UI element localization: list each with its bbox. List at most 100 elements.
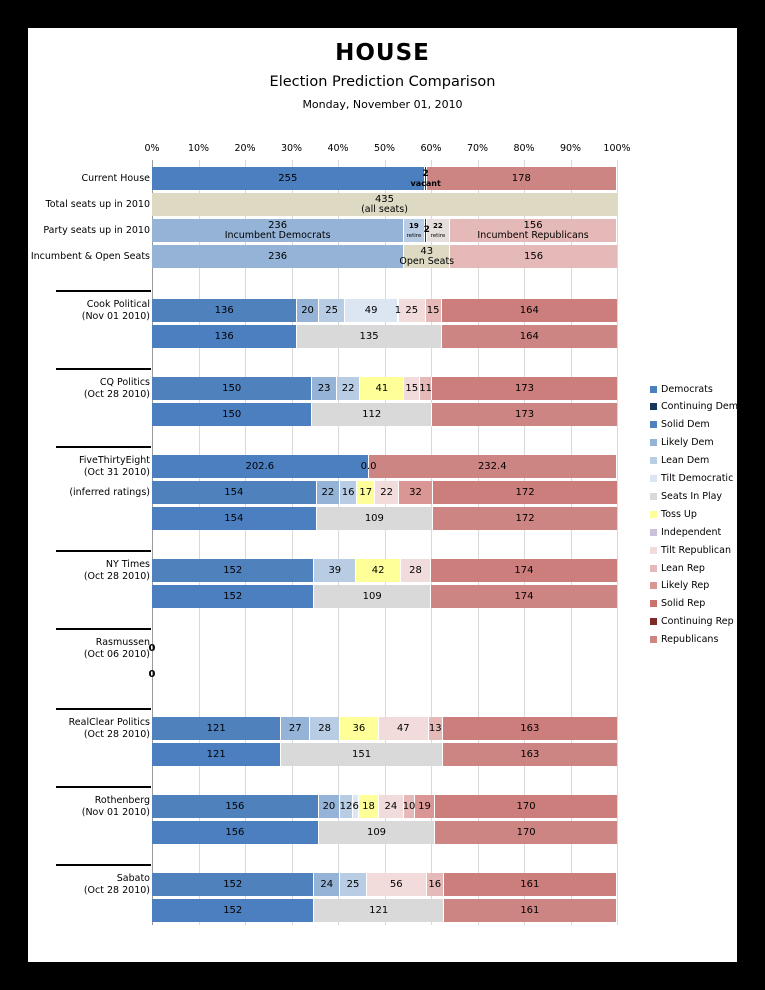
segment-label: 22 [321, 486, 335, 498]
segment-label: 24 [320, 878, 334, 890]
bar-segment: 170 [435, 821, 617, 844]
segment-label: 151 [352, 748, 372, 760]
bar-segment: 173 [432, 403, 617, 426]
segment-label: 150 [222, 408, 242, 420]
segment-label: 164 [519, 330, 539, 342]
bar-row: 202.6 232.4 0.0 [152, 455, 618, 478]
segment-label: 152 [223, 878, 243, 890]
legend-label: Solid Rep [661, 598, 706, 610]
segment-label: 121 [206, 748, 226, 760]
rep-swatch [650, 636, 657, 644]
bar-segment: 174 [430, 559, 617, 582]
bar-row: 152 39 42 28 174 [152, 559, 618, 582]
bar-segment: 150 [152, 403, 313, 426]
chart-canvas: HOUSE Election Prediction Comparison Mon… [28, 28, 737, 962]
row-label: FiveThirtyEight (Oct 31 2010) [78, 455, 150, 478]
row-label: Incumbent & Open Seats [30, 250, 150, 262]
bar-segment: 27 [281, 717, 311, 740]
bar-segment: 28 [401, 559, 431, 582]
segment-label: 152 [223, 904, 243, 916]
segment-label: 163 [520, 722, 540, 734]
segment-label: 173 [514, 408, 535, 420]
bar-segment: 25 [340, 873, 367, 896]
legend-label: Tilt Democratic [661, 473, 734, 484]
bar-row: 156 20 12 6 18 24 10 19 170 [152, 795, 618, 818]
segment-label: 232.4 [477, 460, 507, 472]
bar-segment: 56 [366, 873, 427, 896]
gridline [384, 160, 386, 925]
segment-label: 6 [352, 800, 359, 812]
segment-label: 43 Open Seats [399, 245, 455, 267]
legend-label: Republicans [661, 634, 719, 646]
bar-row: 150 112 173 [152, 403, 618, 426]
bar-segment: 20 [297, 299, 319, 322]
bar-segment: 49 [345, 299, 398, 322]
axis-tick-label: 90% [559, 143, 582, 154]
segment-label: 16 [428, 878, 442, 890]
bar-segment: 47 [378, 717, 429, 740]
axis-tick-label: 60% [420, 143, 442, 154]
bar-row: 0 [148, 663, 618, 686]
floating-label: 2 vacant [410, 168, 441, 188]
segment-label: 121 [369, 904, 389, 916]
segment-label: 1 [394, 304, 402, 316]
bar-segment: 109 [314, 585, 431, 608]
bar-segment: 121 [152, 717, 282, 740]
axis-tick-label: 10% [187, 143, 210, 154]
lean_dem-swatch [650, 457, 657, 465]
segment-label: 36 [352, 722, 366, 734]
bar-segment: 10 [403, 795, 415, 818]
legend-item: Tilt Democratic [650, 472, 733, 486]
segment-label: 174 [514, 564, 534, 576]
bar-segment: 164 [441, 325, 617, 348]
row-label: Rothenberg (Nov 01 2010) [81, 795, 150, 818]
bar-segment: 15 [425, 299, 442, 322]
segment-label: 154 [224, 512, 244, 524]
segment-label: 56 [389, 878, 403, 890]
legend-item: Lean Rep [650, 561, 705, 575]
gridline [338, 160, 339, 925]
bar-segment: 11 [419, 377, 433, 400]
group-separator [56, 550, 151, 552]
bar-segment: 164 [441, 299, 617, 322]
gridline [198, 160, 200, 925]
bar-row: 435 (all seats) [152, 193, 618, 216]
bar-row: 156 109 170 [152, 821, 618, 844]
bar-segment: 172 [433, 507, 617, 530]
gridline [245, 160, 246, 925]
bar-segment: 6 [352, 795, 360, 818]
legend-item: Solid Rep [650, 597, 705, 611]
legend-label: Continuing Dem [661, 401, 737, 413]
legend-item: Democrats [650, 382, 713, 396]
axis-tick-label: 50% [373, 143, 396, 154]
axis-tick-label: 100% [603, 143, 631, 154]
segment-label: 178 [511, 172, 531, 184]
floating-label: 0 [148, 669, 156, 680]
row-label: Rasmussen (Oct 06 2010) [83, 637, 150, 660]
bar-segment: 20 [318, 795, 341, 818]
segment-label: 15 [405, 382, 419, 394]
bar-segment: 170 [435, 795, 617, 818]
bar-segment: 151 [281, 743, 443, 766]
gridline [524, 160, 525, 925]
bar-segment: 109 [316, 507, 434, 530]
segment-label: 163 [520, 748, 540, 760]
legend-item: Continuing Dem [650, 400, 737, 414]
group-separator [56, 864, 151, 866]
bar-segment: 15 [404, 377, 421, 400]
likely_dem-swatch [650, 439, 657, 447]
gridline [431, 160, 432, 925]
bar-segment: 156 [152, 821, 319, 844]
chart-date: Monday, November 01, 2010 [302, 98, 463, 111]
group-separator [56, 708, 151, 710]
segment-label: 27 [288, 722, 302, 734]
toss-swatch [650, 510, 657, 518]
segment-label: 22 [341, 382, 355, 394]
bar-segment: 163 [442, 743, 617, 766]
segment-label: 32 [409, 486, 422, 498]
bar-segment: 232.4 [368, 455, 617, 478]
segment-label: 49 [364, 304, 378, 316]
legend-item: Seats In Play [650, 489, 722, 503]
segment-label: 154 [224, 486, 244, 498]
